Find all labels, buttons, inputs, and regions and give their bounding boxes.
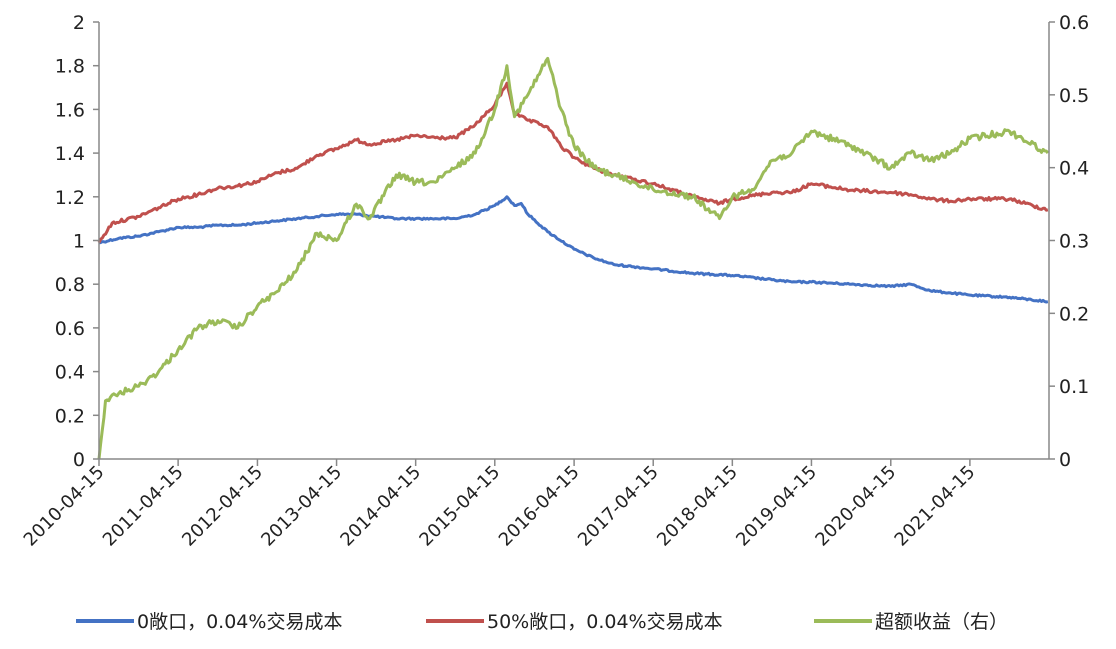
y-left-tick-label: 0.4 xyxy=(55,362,85,384)
x-tick-label: 2015-04-15 xyxy=(415,462,504,551)
y-right-tick-label: 0.4 xyxy=(1059,158,1089,180)
y-left-tick-label: 1.4 xyxy=(55,143,85,165)
legend: 0敞口，0.04%交易成本 50%敞口，0.04%交易成本 超额收益（右） xyxy=(76,611,1008,633)
x-tick-label: 2016-04-15 xyxy=(495,462,584,551)
x-tick-label: 2017-04-15 xyxy=(574,462,663,551)
x-tick-label: 2012-04-15 xyxy=(178,462,267,551)
x-tick-label: 2018-04-15 xyxy=(653,462,742,551)
y-right-tick-label: 0.6 xyxy=(1059,12,1089,34)
axes: 0 0.2 0.4 0.6 0.8 1 1.2 1.4 1.6 1.8 2 0 0.1 0.2 0.3 0.4… xyxy=(20,12,1090,551)
legend-label-3: 超额收益（右） xyxy=(875,611,1008,633)
legend-label-1: 0敞口，0.04%交易成本 xyxy=(137,611,342,633)
y-left-tick-label: 1.6 xyxy=(55,99,85,121)
y-left-tick-label: 0.6 xyxy=(55,318,85,340)
y-right-tick-label: 0.1 xyxy=(1059,376,1089,398)
x-tick-label: 2014-04-15 xyxy=(336,462,425,551)
plot-series xyxy=(97,56,1050,460)
y-right-tick-label: 0.5 xyxy=(1059,85,1089,107)
y-left-tick-label: 1.2 xyxy=(55,187,85,209)
series-line-1 xyxy=(98,195,1049,304)
x-tick-label: 2019-04-15 xyxy=(732,462,821,551)
y-left-tick-label: 1.8 xyxy=(55,56,85,78)
y-left-tick-label: 2 xyxy=(73,12,85,34)
x-tick-label: 2010-04-15 xyxy=(20,462,109,551)
y-right-tick-label: 0 xyxy=(1059,449,1071,471)
x-tick-label: 2011-04-15 xyxy=(99,462,188,551)
y-right-tick-label: 0.2 xyxy=(1059,303,1089,325)
y-left-tick-label: 0.2 xyxy=(55,405,85,427)
series-line-2 xyxy=(97,81,1049,244)
x-tick-label: 2021-04-15 xyxy=(891,462,980,551)
series-line-3 xyxy=(97,56,1050,460)
y-left-tick-label: 0 xyxy=(73,449,85,471)
y-right-tick-label: 0.3 xyxy=(1059,231,1089,253)
x-tick-label: 2013-04-15 xyxy=(257,462,346,551)
y-left-tick-label: 0.8 xyxy=(55,274,85,296)
legend-label-2: 50%敞口，0.04%交易成本 xyxy=(487,611,723,633)
x-tick-label: 2020-04-15 xyxy=(811,462,900,551)
y-left-tick-label: 1 xyxy=(73,231,85,253)
